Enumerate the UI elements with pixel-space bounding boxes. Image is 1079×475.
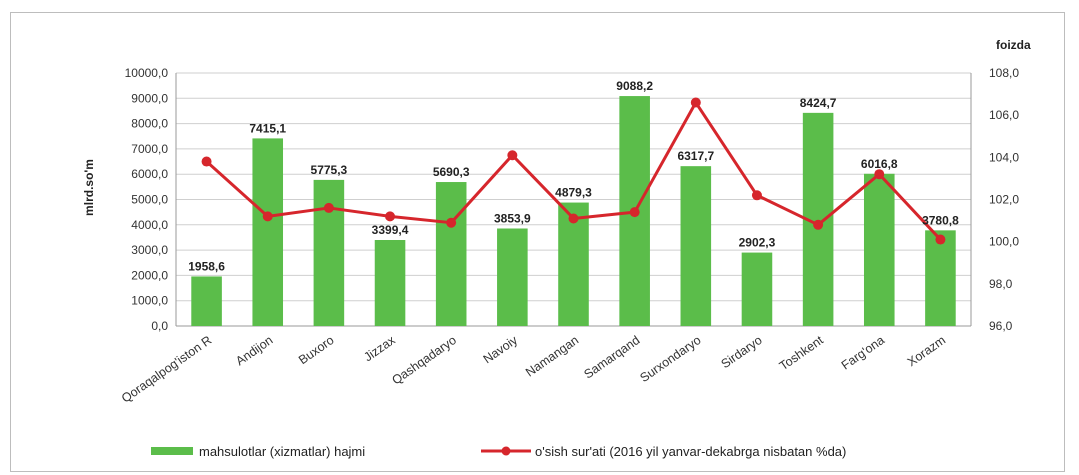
- left-tick-label: 7000,0: [131, 142, 168, 156]
- right-axis-ticks: 108,0 106,0 104,0 102,0 100,0 98,0 96,0: [989, 66, 1019, 333]
- bar-data-label: 2902,3: [739, 236, 776, 250]
- combo-chart: 1958,6 7415,1 5775,3 3399,4 5690,3 3853,9 4879…: [82, 38, 1031, 459]
- category-label: Samarqand: [581, 333, 642, 382]
- line-point: [323, 202, 334, 213]
- left-tick-label: 2000,0: [131, 268, 168, 282]
- category-label: Namangan: [523, 333, 581, 380]
- right-tick-label: 108,0: [989, 66, 1019, 80]
- bar-data-label: 3399,4: [372, 223, 409, 237]
- bar-data-label: 1958,6: [188, 259, 225, 273]
- line-point: [568, 213, 579, 224]
- right-axis-title: foizda: [996, 38, 1031, 52]
- bar: [191, 276, 222, 326]
- legend-line-marker: [501, 446, 511, 456]
- bar-data-label: 6317,7: [677, 149, 714, 163]
- category-axis-labels: Qoraqalpog'iston R Andijon Buxoro JizzaxQas…: [119, 333, 948, 406]
- category-label: Jizzax: [361, 333, 398, 365]
- left-tick-label: 6000,0: [131, 167, 168, 181]
- bar-data-label: 7415,1: [249, 121, 286, 135]
- line-point: [874, 169, 885, 180]
- bar: [252, 138, 284, 326]
- line-point: [813, 219, 824, 230]
- bar-data-label: 3780,8: [922, 213, 959, 227]
- bar: [313, 179, 345, 326]
- bar: [435, 182, 467, 326]
- bar-data-labels: 1958,6 7415,1 5775,3 3399,4 5690,3 3853,9 4879…: [188, 79, 959, 273]
- category-label: Surxondaryo: [637, 333, 703, 385]
- bar: [925, 230, 956, 326]
- bar-series: [191, 96, 956, 326]
- right-tick-label: 106,0: [989, 108, 1019, 122]
- line-point: [751, 190, 762, 201]
- category-label: Xorazm: [905, 333, 948, 369]
- right-tick-label: 102,0: [989, 193, 1019, 207]
- left-tick-label: 1000,0: [131, 294, 168, 308]
- category-label: Sirdaryo: [719, 333, 765, 371]
- left-tick-label: 4000,0: [131, 218, 168, 232]
- line-point: [446, 217, 457, 228]
- legend-line-label: o'sish sur'ati (2016 yil yanvar-dekabrga…: [535, 444, 846, 459]
- line-point: [262, 211, 273, 222]
- line-point: [935, 234, 946, 245]
- legend-bar-label: mahsulotlar (xizmatlar) hajmi: [199, 444, 365, 459]
- right-tick-label: 100,0: [989, 235, 1019, 249]
- line-point: [629, 207, 640, 218]
- left-tick-label: 0,0: [151, 319, 168, 333]
- bar: [497, 228, 528, 326]
- category-label: Qoraqalpog'iston R: [119, 333, 214, 406]
- bar: [741, 252, 773, 326]
- right-tick-label: 96,0: [989, 319, 1013, 333]
- left-axis-ticks: 10000,0 9000,0 8000,0 7000,0 6000,0 5000,0 400…: [125, 66, 169, 333]
- category-label: Farg'ona: [839, 333, 887, 373]
- left-axis-title: mlrd.so'm: [82, 159, 96, 216]
- category-label: Qashqadaryo: [389, 333, 459, 388]
- bar-data-label: 4879,3: [555, 186, 592, 200]
- line-series: [201, 97, 946, 245]
- category-label: Andijon: [233, 333, 275, 368]
- legend: mahsulotlar (xizmatlar) hajmi o'sish sur…: [151, 444, 846, 459]
- left-tick-label: 5000,0: [131, 193, 168, 207]
- bar-data-label: 5775,3: [311, 163, 348, 177]
- right-tick-label: 104,0: [989, 150, 1019, 164]
- bar: [680, 166, 712, 326]
- bar-data-label: 8424,7: [800, 96, 837, 110]
- line-point: [690, 97, 701, 108]
- line-point: [385, 211, 396, 222]
- legend-bar-swatch: [151, 447, 193, 455]
- left-tick-label: 9000,0: [131, 91, 168, 105]
- bar-data-label: 3853,9: [494, 211, 531, 225]
- line-point: [507, 150, 518, 161]
- category-label: Buxoro: [296, 333, 337, 367]
- left-tick-label: 10000,0: [125, 66, 169, 80]
- category-label: Navoiy: [481, 333, 521, 367]
- bar-data-label: 9088,2: [616, 79, 653, 93]
- right-tick-label: 98,0: [989, 277, 1013, 291]
- bar: [374, 239, 406, 326]
- bar-data-label: 5690,3: [433, 165, 470, 179]
- chart-frame: 1958,6 7415,1 5775,3 3399,4 5690,3 3853,9 4879…: [10, 12, 1065, 472]
- left-tick-label: 3000,0: [131, 243, 168, 257]
- bar-data-label: 6016,8: [861, 157, 898, 171]
- category-label: Toshkent: [777, 333, 826, 373]
- left-tick-label: 8000,0: [131, 117, 168, 131]
- bar: [863, 173, 895, 326]
- line-point: [201, 156, 212, 167]
